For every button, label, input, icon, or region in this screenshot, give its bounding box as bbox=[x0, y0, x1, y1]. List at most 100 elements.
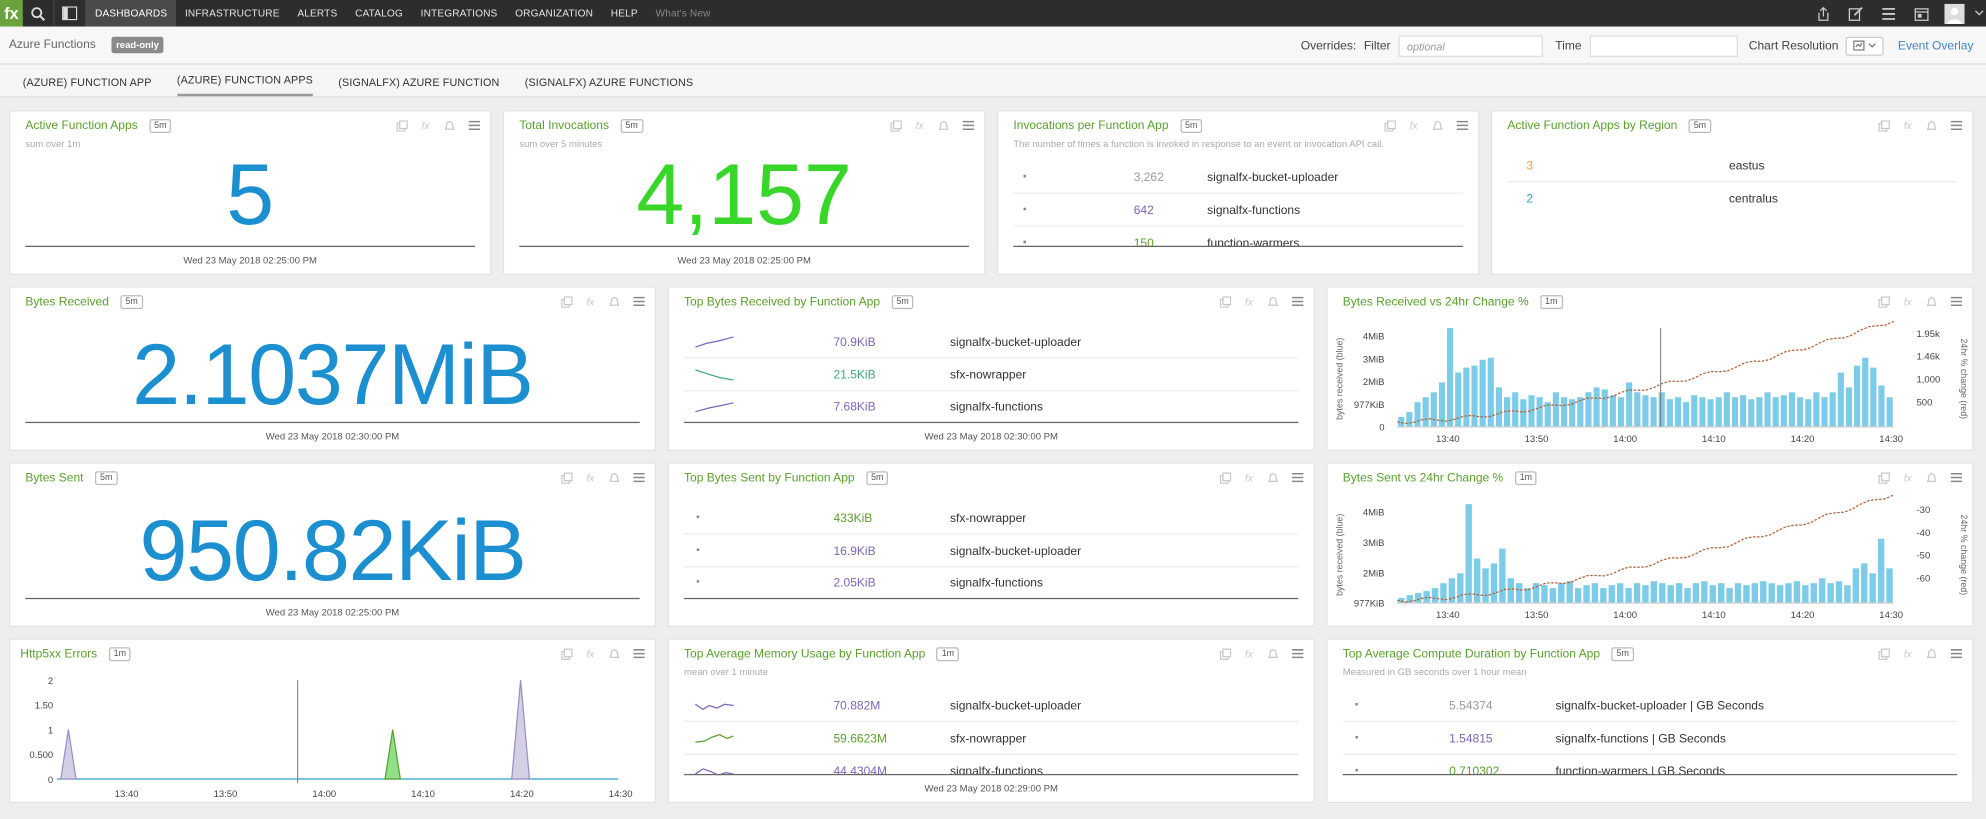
fx-icon[interactable]: fx bbox=[1903, 472, 1912, 484]
list-item[interactable]: 642 signalfx-functions bbox=[1013, 195, 1464, 227]
nav-catalog[interactable]: CATALOG bbox=[355, 7, 403, 20]
copy-icon[interactable] bbox=[1219, 648, 1232, 663]
panel-title[interactable]: Active Function Apps 5m bbox=[25, 119, 172, 134]
fx-icon[interactable]: fx bbox=[1245, 472, 1253, 484]
tab-signalfx-azure-function[interactable]: (SIGNALFX) AZURE FUNCTION bbox=[338, 76, 500, 89]
fx-icon[interactable]: fx bbox=[586, 648, 595, 660]
fx-icon[interactable]: fx bbox=[1903, 120, 1912, 132]
bell-icon[interactable] bbox=[1925, 296, 1938, 310]
panel-title[interactable]: Bytes Sent vs 24hr Change % 1m bbox=[1343, 471, 1538, 486]
menu-icon[interactable] bbox=[632, 472, 645, 486]
nav-organization[interactable]: ORGANIZATION bbox=[515, 7, 594, 20]
menu-icon[interactable] bbox=[1949, 472, 1962, 486]
filter-input[interactable]: optional bbox=[1398, 34, 1543, 57]
tab-azure-function-app[interactable]: (AZURE) FUNCTION APP bbox=[22, 76, 152, 89]
time-input[interactable] bbox=[1589, 34, 1738, 57]
panel-title[interactable]: Bytes Sent 5m bbox=[25, 471, 118, 486]
copy-icon[interactable] bbox=[560, 648, 573, 663]
list-item[interactable]: 2.05KiB signalfx-functions bbox=[684, 567, 1298, 599]
fx-icon[interactable]: fx bbox=[1903, 648, 1912, 660]
list-item[interactable]: 3 eastus bbox=[1507, 151, 1958, 183]
list-item[interactable]: 59.6623M sfx-nowrapper bbox=[684, 723, 1299, 755]
panel-title[interactable]: Invocations per Function App 5m bbox=[1013, 119, 1203, 134]
panel-title[interactable]: Top Bytes Received by Function App 5m bbox=[684, 295, 914, 310]
list-item[interactable]: 21.5KiB sfx-nowrapper bbox=[684, 360, 1299, 392]
edit-icon[interactable] bbox=[1839, 0, 1872, 27]
event-overlay-link[interactable]: Event Overlay bbox=[1897, 38, 1974, 53]
bar-line-chart[interactable]: bytes received (blue) 24hr % change (red)… bbox=[1328, 315, 1975, 452]
fx-icon[interactable]: fx bbox=[1409, 120, 1418, 132]
copy-icon[interactable] bbox=[560, 472, 573, 486]
bell-icon[interactable] bbox=[443, 120, 456, 134]
fx-icon[interactable]: fx bbox=[1245, 296, 1253, 308]
list-item[interactable]: 2 centralus bbox=[1526, 192, 1778, 207]
nav-whats-new[interactable]: What's New bbox=[655, 7, 711, 20]
list-item[interactable]: 16.9KiB signalfx-bucket-uploader bbox=[684, 536, 1299, 568]
panel-title[interactable]: Bytes Received 5m bbox=[25, 295, 143, 310]
calendar-icon[interactable] bbox=[1905, 0, 1938, 27]
bell-icon[interactable] bbox=[1925, 649, 1938, 663]
bell-icon[interactable] bbox=[608, 296, 621, 310]
nav-help[interactable]: HELP bbox=[610, 7, 638, 20]
panel-title[interactable]: Top Average Memory Usage by Function App… bbox=[684, 647, 960, 662]
menu-icon[interactable] bbox=[467, 120, 480, 134]
nav-integrations[interactable]: INTEGRATIONS bbox=[420, 7, 498, 20]
bell-icon[interactable] bbox=[1925, 120, 1938, 134]
menu-icon[interactable] bbox=[1949, 120, 1962, 134]
fx-icon[interactable]: fx bbox=[1245, 648, 1253, 660]
list-item[interactable]: 5.54374 signalfx-bucket-uploader | GB Sec… bbox=[1342, 690, 1958, 723]
menu-icon[interactable] bbox=[1291, 649, 1304, 663]
copy-icon[interactable] bbox=[1219, 472, 1232, 486]
panel-title[interactable]: Bytes Received vs 24hr Change % 1m bbox=[1343, 295, 1563, 310]
bar-line-chart[interactable]: bytes received (blue) 24hr % change (red)… bbox=[1328, 491, 1975, 628]
bell-icon[interactable] bbox=[937, 120, 950, 134]
copy-icon[interactable] bbox=[1877, 120, 1890, 134]
copy-icon[interactable] bbox=[1219, 296, 1232, 310]
search-icon[interactable] bbox=[23, 0, 55, 27]
menu-icon[interactable] bbox=[1291, 296, 1304, 310]
panel-title[interactable]: Top Average Compute Duration by Function… bbox=[1343, 647, 1634, 662]
menu-icon[interactable] bbox=[1291, 472, 1304, 486]
share-icon[interactable] bbox=[1806, 0, 1839, 27]
copy-icon[interactable] bbox=[1877, 472, 1890, 486]
menu-icon[interactable] bbox=[1455, 120, 1468, 134]
copy-icon[interactable] bbox=[395, 120, 408, 134]
fx-icon[interactable]: fx bbox=[586, 296, 595, 308]
chart-resolution-dropdown[interactable] bbox=[1845, 36, 1884, 56]
menu-icon[interactable] bbox=[1949, 296, 1962, 310]
avatar[interactable] bbox=[1938, 0, 1971, 27]
list-item[interactable]: 1.54815 signalfx-functions | GB Seconds bbox=[1342, 723, 1958, 755]
menu-icon[interactable] bbox=[961, 120, 974, 134]
copy-icon[interactable] bbox=[889, 120, 902, 134]
bell-icon[interactable] bbox=[608, 472, 621, 486]
tab-azure-function-apps[interactable]: (AZURE) FUNCTION APPS bbox=[176, 73, 313, 97]
sidebar-toggle-icon[interactable] bbox=[54, 0, 87, 27]
signalfx-logo[interactable]: fx bbox=[0, 0, 23, 27]
menu-icon[interactable] bbox=[632, 296, 645, 310]
panel-title[interactable]: Top Bytes Sent by Function App 5m bbox=[684, 471, 889, 486]
bell-icon[interactable] bbox=[1267, 472, 1280, 486]
bell-icon[interactable] bbox=[1925, 472, 1938, 486]
chevron-down-icon[interactable] bbox=[1971, 0, 1986, 27]
tab-signalfx-azure-functions[interactable]: (SIGNALFX) AZURE FUNCTIONS bbox=[524, 76, 694, 89]
list-item[interactable]: 3,262 signalfx-bucket-uploader bbox=[1013, 162, 1464, 194]
fx-icon[interactable]: fx bbox=[1903, 296, 1912, 308]
area-chart[interactable]: 2 1.50 1 0.500 0 13:40 13:50 14:00 14:10 14:20 14:… bbox=[10, 668, 657, 805]
list-item[interactable]: 70.9KiB signalfx-bucket-uploader bbox=[684, 327, 1299, 359]
list-item[interactable]: 433KiB sfx-nowrapper bbox=[684, 503, 1299, 535]
fx-icon[interactable]: fx bbox=[915, 120, 924, 132]
list-icon[interactable] bbox=[1872, 0, 1905, 27]
fx-icon[interactable]: fx bbox=[421, 120, 430, 132]
panel-title[interactable]: Total Invocations 5m bbox=[519, 119, 643, 134]
nav-dashboards[interactable]: DASHBOARDS bbox=[86, 0, 177, 27]
copy-icon[interactable] bbox=[560, 296, 573, 310]
nav-alerts[interactable]: ALERTS bbox=[297, 7, 338, 20]
panel-title[interactable]: Http5xx Errors 1m bbox=[20, 647, 132, 662]
fx-icon[interactable]: fx bbox=[586, 472, 595, 484]
copy-icon[interactable] bbox=[1383, 120, 1396, 134]
list-item[interactable]: 70.882M signalfx-bucket-uploader bbox=[684, 690, 1299, 723]
bell-icon[interactable] bbox=[608, 649, 621, 663]
menu-icon[interactable] bbox=[632, 649, 645, 663]
panel-title[interactable]: Active Function Apps by Region 5m bbox=[1507, 119, 1712, 134]
list-item[interactable]: 7.68KiB signalfx-functions bbox=[684, 391, 1298, 423]
